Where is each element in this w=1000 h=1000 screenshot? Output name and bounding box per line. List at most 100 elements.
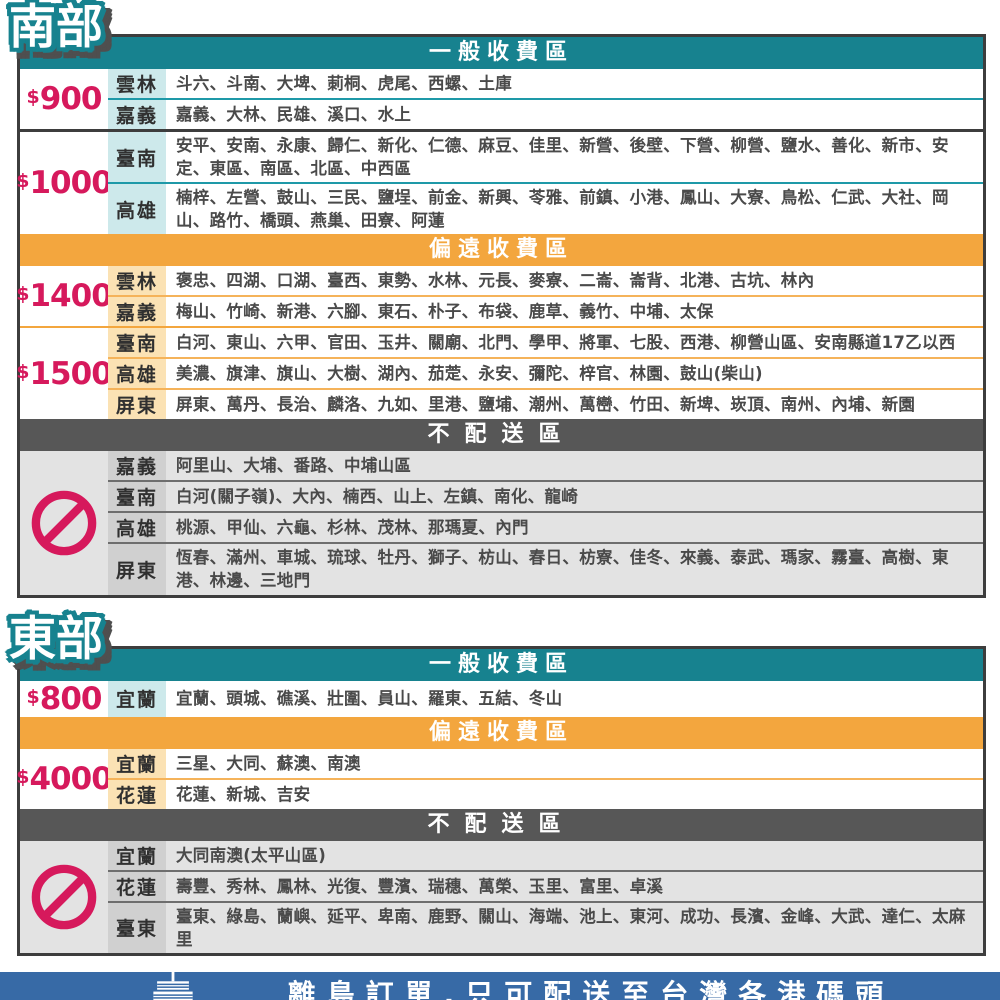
- area-list: 恆春、滿州、車城、琉球、牡丹、獅子、枋山、春日、枋寮、佳冬、來義、泰武、瑪家、霧…: [176, 548, 949, 591]
- area-list: 美濃、旗津、旗山、大樹、湖內、茄萣、永安、彌陀、梓官、林園、鼓山(柴山): [176, 364, 763, 384]
- area-list: 白河、東山、六甲、官田、玉井、關廟、北門、學甲、將軍、七股、西港、柳營山區、安南…: [176, 333, 956, 353]
- county-row: 嘉義 梅山、竹崎、新港、六腳、東石、朴子、布袋、鹿草、義竹、中埔、太保: [108, 295, 983, 327]
- county-label: 宜蘭: [108, 748, 166, 778]
- county-rows: 宜蘭 三星、大同、蘇澳、南澳 花蓮 花蓮、新城、吉安: [108, 748, 983, 809]
- county-rows: 臺南 安平、安南、永康、歸仁、新化、仁德、麻豆、佳里、新營、後壁、下營、柳營、鹽水…: [108, 132, 983, 235]
- county-label: 臺南: [108, 482, 166, 512]
- price-amount: 900: [39, 81, 103, 117]
- price-group: $1000 臺南 安平、安南、永康、歸仁、新化、仁德、麻豆、佳里、新營、後壁、下營、…: [16, 129, 983, 235]
- price-amount: 4000: [29, 760, 112, 797]
- price-cell: $900: [20, 69, 108, 129]
- price-group: $4000 宜蘭 三星、大同、蘇澳、南澳 花蓮 花蓮、新城、吉安: [16, 748, 983, 809]
- area-list: 大同南澳(太平山區): [176, 845, 327, 865]
- price-group: $800 宜蘭 宜蘭、頭城、礁溪、壯圍、員山、羅東、五結、冬山: [20, 680, 983, 717]
- county-row: 宜蘭 大同南澳(太平山區): [108, 840, 983, 870]
- county-label: 屏東: [108, 544, 166, 595]
- zone-nodelivery: 不配送區 嘉義 阿里山、大埔、番路、中埔山區 臺南 白河(關子嶺)、大內、楠西、山上、左…: [20, 419, 983, 595]
- county-label: 高雄: [108, 184, 166, 235]
- currency-symbol: $: [16, 170, 30, 193]
- county-label: 嘉義: [108, 451, 166, 481]
- county-row: 屏東 恆春、滿州、車城、琉球、牡丹、獅子、枋山、春日、枋寮、佳冬、來義、泰武、瑪家…: [108, 542, 983, 595]
- county-label: 臺南: [108, 132, 166, 183]
- area-list: 梅山、竹崎、新港、六腳、東石、朴子、布袋、鹿草、義竹、中埔、太保: [176, 302, 714, 322]
- price-label: $900: [26, 81, 103, 117]
- zone-general: 一般收費區 $900 雲林 斗六、斗南、大埤、莿桐、虎尾、西螺、土庫 嘉義 嘉義、大林、民…: [16, 37, 983, 235]
- region-badge-text: 東部: [9, 611, 103, 667]
- island-notice-line1: 離島訂單,只可配送至台灣各港碼頭: [287, 977, 895, 1000]
- no-delivery-cell: [20, 841, 108, 953]
- county-rows: 雲林 褒忠、四湖、口湖、臺西、東勢、水林、元長、麥寮、二崙、崙背、北港、古坑、林內…: [108, 266, 983, 327]
- county-label: 臺南: [108, 328, 166, 358]
- region-section-south: 南部 南部 一般收費區 $900 雲林 斗六、斗南、大埤、莿桐、虎尾、西螺、土庫 嘉義 嘉義、…: [9, 0, 986, 598]
- county-row: 高雄 楠梓、左營、鼓山、三民、鹽埕、前金、新興、苓雅、前鎮、小港、鳳山、大寮、鳥松…: [108, 182, 983, 235]
- county-rows: 雲林 斗六、斗南、大埤、莿桐、虎尾、西螺、土庫 嘉義 嘉義、大林、民雄、溪口、水上: [108, 69, 983, 129]
- region-badge-text: 東部: [16, 618, 110, 674]
- county-label: 雲林: [108, 69, 166, 98]
- area-list: 白河(關子嶺)、大內、楠西、山上、左鎮、南化、龍崎: [176, 487, 579, 507]
- island-notice-banner: 離島訂單,只可配送至台灣各港碼頭 依該港碼頭所在區之配送勞務費計算: [0, 970, 1000, 1000]
- area-list: 褒忠、四湖、口湖、臺西、東勢、水林、元長、麥寮、二崙、崙背、北港、古坑、林內: [176, 271, 815, 291]
- zone-header-general: 一般收費區: [20, 37, 983, 69]
- cargo-ship-icon: [153, 970, 193, 1000]
- county-row: 臺南 白河(關子嶺)、大內、楠西、山上、左鎮、南化、龍崎: [108, 480, 983, 512]
- area-list: 安平、安南、永康、歸仁、新化、仁德、麻豆、佳里、新營、後壁、下營、柳營、鹽水、善…: [176, 136, 949, 179]
- county-label: 嘉義: [108, 100, 166, 129]
- currency-symbol: $: [16, 360, 30, 383]
- county-row: 臺南 白河、東山、六甲、官田、玉井、關廟、北門、學甲、將軍、七股、西港、柳營山區、…: [108, 328, 983, 358]
- currency-symbol: $: [16, 765, 30, 788]
- county-row: 高雄 美濃、旗津、旗山、大樹、湖內、茄萣、永安、彌陀、梓官、林園、鼓山(柴山): [108, 357, 983, 389]
- area-list: 屏東、萬丹、長治、麟洛、九如、里港、鹽埔、潮州、萬巒、竹田、新埤、崁頂、南州、內…: [176, 395, 916, 415]
- area-list: 斗六、斗南、大埤、莿桐、虎尾、西螺、土庫: [176, 73, 512, 93]
- zone-header-nodelivery: 不配送區: [20, 808, 983, 841]
- county-row: 雲林 斗六、斗南、大埤、莿桐、虎尾、西螺、土庫: [108, 69, 983, 98]
- price-label: $1500: [16, 355, 113, 392]
- county-row: 高雄 桃源、甲仙、六龜、杉林、茂林、那瑪夏、內門: [108, 511, 983, 543]
- price-group: 宜蘭 大同南澳(太平山區) 花蓮 壽豐、秀林、鳳林、光復、豐濱、瑞穗、萬榮、玉里、富里…: [20, 840, 983, 953]
- fee-sections: 南部 南部 一般收費區 $900 雲林 斗六、斗南、大埤、莿桐、虎尾、西螺、土庫 嘉義 嘉義、…: [9, 0, 986, 956]
- county-label: 花蓮: [108, 871, 166, 901]
- county-row: 臺南 安平、安南、永康、歸仁、新化、仁德、麻豆、佳里、新營、後壁、下營、柳營、鹽水…: [108, 132, 983, 183]
- county-rows: 宜蘭 大同南澳(太平山區) 花蓮 壽豐、秀林、鳳林、光復、豐濱、瑞穗、萬榮、玉里、富里…: [108, 840, 983, 953]
- zone-header-remote: 偏遠收費區: [20, 234, 983, 267]
- zone-header-nodelivery: 不配送區: [20, 419, 983, 452]
- county-label: 高雄: [108, 513, 166, 543]
- county-row: 花蓮 花蓮、新城、吉安: [108, 777, 983, 809]
- area-list: 宜蘭、頭城、礁溪、壯圍、員山、羅東、五結、冬山: [176, 689, 563, 709]
- region-badge-text: 南部: [16, 7, 110, 62]
- county-row: 嘉義 嘉義、大林、民雄、溪口、水上: [108, 98, 983, 129]
- price-cell: $1500: [16, 328, 113, 419]
- zone-header-remote: 偏遠收費區: [20, 716, 983, 749]
- region-section-east: 東部 東部 一般收費區 $800 宜蘭 宜蘭、頭城、礁溪、壯圍、員山、羅東、五結、冬山 偏遠…: [9, 612, 986, 956]
- area-list: 桃源、甲仙、六龜、杉林、茂林、那瑪夏、內門: [176, 518, 529, 538]
- area-list: 阿里山、大埔、番路、中埔山區: [176, 456, 412, 476]
- county-label: 宜蘭: [108, 680, 166, 717]
- county-row: 嘉義 阿里山、大埔、番路、中埔山區: [108, 451, 983, 481]
- price-amount: 1400: [29, 278, 112, 315]
- county-label: 屏東: [108, 390, 166, 420]
- area-list: 壽豐、秀林、鳳林、光復、豐濱、瑞穗、萬榮、玉里、富里、卓溪: [176, 876, 664, 896]
- price-cell: $1400: [16, 266, 113, 326]
- price-label: $1400: [16, 278, 113, 315]
- region-badge-south: 南部 南部: [9, 0, 110, 60]
- county-label: 花蓮: [108, 779, 166, 809]
- no-delivery-icon: [31, 490, 97, 556]
- county-row: 雲林 褒忠、四湖、口湖、臺西、東勢、水林、元長、麥寮、二崙、崙背、北港、古坑、林內: [108, 266, 983, 296]
- price-group: $900 雲林 斗六、斗南、大埤、莿桐、虎尾、西螺、土庫 嘉義 嘉義、大林、民雄、溪口、…: [20, 69, 983, 129]
- price-amount: 800: [39, 680, 103, 717]
- fee-table-east: 一般收費區 $800 宜蘭 宜蘭、頭城、礁溪、壯圍、員山、羅東、五結、冬山 偏遠收費區 $…: [16, 645, 986, 956]
- price-amount: 1500: [29, 355, 112, 392]
- price-cell: $800: [20, 681, 108, 717]
- currency-symbol: $: [26, 86, 40, 108]
- price-label: $800: [27, 680, 103, 717]
- region-badge-text: 南部: [9, 0, 103, 55]
- zone-remote: 偏遠收費區 $1400 雲林 褒忠、四湖、口湖、臺西、東勢、水林、元長、麥寮、二崙、崙…: [16, 234, 983, 420]
- county-row: 宜蘭 三星、大同、蘇澳、南澳: [108, 748, 983, 778]
- county-label: 臺東: [108, 902, 166, 953]
- area-list: 花蓮、新城、吉安: [176, 784, 311, 804]
- area-list: 嘉義、大林、民雄、溪口、水上: [176, 104, 412, 124]
- county-label: 嘉義: [108, 297, 166, 327]
- zone-nodelivery: 不配送區 宜蘭 大同南澳(太平山區) 花蓮 壽豐、秀林、鳳林、光復、豐濱、瑞穗、萬榮、玉…: [20, 808, 983, 953]
- county-rows: 宜蘭 宜蘭、頭城、礁溪、壯圍、員山、羅東、五結、冬山: [108, 680, 983, 717]
- zone-remote: 偏遠收費區 $4000 宜蘭 三星、大同、蘇澳、南澳 花蓮 花蓮、新城、吉安: [16, 716, 983, 809]
- county-row: 臺東 臺東、綠島、蘭嶼、延平、卑南、鹿野、關山、海端、池上、東河、成功、長濱、金峰…: [108, 900, 983, 953]
